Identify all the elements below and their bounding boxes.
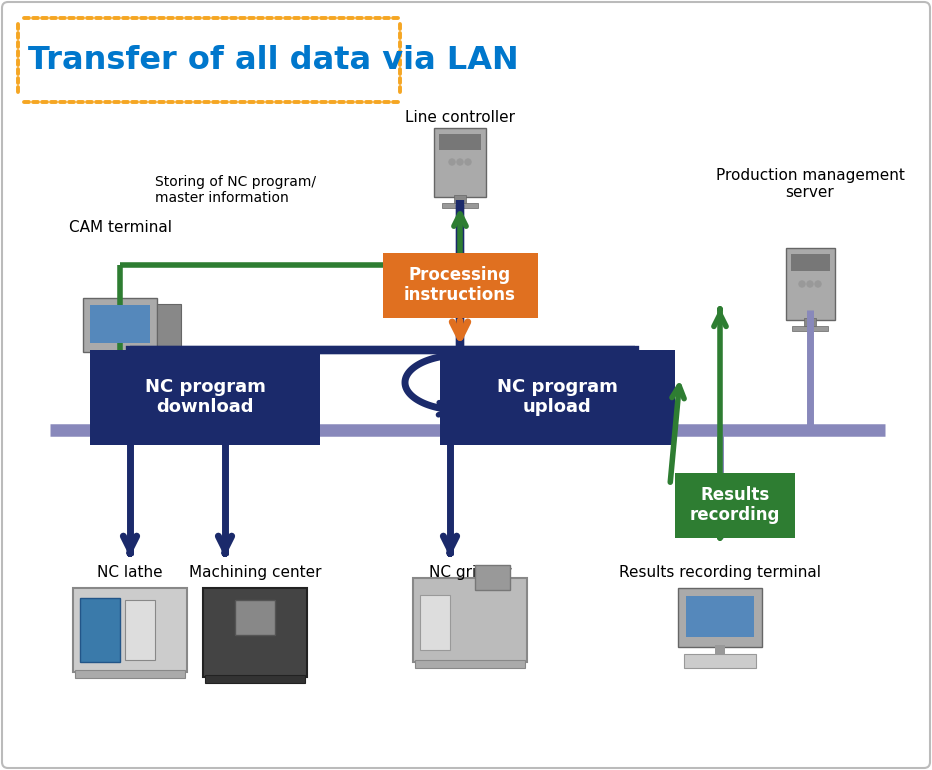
Circle shape xyxy=(807,281,813,287)
FancyBboxPatch shape xyxy=(116,350,124,360)
FancyBboxPatch shape xyxy=(715,645,725,655)
FancyBboxPatch shape xyxy=(684,654,756,668)
FancyBboxPatch shape xyxy=(434,128,486,197)
Text: CAM terminal: CAM terminal xyxy=(68,220,171,235)
FancyBboxPatch shape xyxy=(90,305,150,343)
FancyBboxPatch shape xyxy=(420,595,450,650)
FancyBboxPatch shape xyxy=(792,326,828,331)
Text: Results recording terminal: Results recording terminal xyxy=(619,565,821,580)
Text: NC lathe: NC lathe xyxy=(97,565,163,580)
FancyBboxPatch shape xyxy=(791,254,830,271)
FancyBboxPatch shape xyxy=(383,253,538,318)
FancyBboxPatch shape xyxy=(786,248,835,320)
FancyBboxPatch shape xyxy=(73,588,187,672)
FancyBboxPatch shape xyxy=(440,350,675,445)
FancyBboxPatch shape xyxy=(804,318,816,326)
FancyBboxPatch shape xyxy=(205,675,305,683)
Circle shape xyxy=(465,159,471,165)
FancyBboxPatch shape xyxy=(75,670,185,678)
FancyBboxPatch shape xyxy=(83,298,157,352)
Text: Production management
server: Production management server xyxy=(716,168,904,200)
FancyBboxPatch shape xyxy=(678,588,762,647)
FancyBboxPatch shape xyxy=(454,195,466,203)
Text: Processing
instructions: Processing instructions xyxy=(404,266,516,304)
Text: Machining center: Machining center xyxy=(189,565,322,580)
Text: Storing of NC program/
master information: Storing of NC program/ master informatio… xyxy=(155,175,316,205)
FancyBboxPatch shape xyxy=(439,134,481,150)
FancyBboxPatch shape xyxy=(413,578,527,662)
Circle shape xyxy=(799,281,805,287)
Text: NC program
upload: NC program upload xyxy=(497,377,617,417)
FancyBboxPatch shape xyxy=(90,350,320,445)
Text: NC grinder: NC grinder xyxy=(429,565,512,580)
Text: Results
recording: Results recording xyxy=(690,486,780,524)
FancyBboxPatch shape xyxy=(686,596,754,637)
FancyBboxPatch shape xyxy=(475,565,510,590)
FancyBboxPatch shape xyxy=(125,600,155,660)
FancyBboxPatch shape xyxy=(203,588,307,677)
Circle shape xyxy=(815,281,821,287)
Circle shape xyxy=(449,159,455,165)
Text: Line controller: Line controller xyxy=(405,110,515,125)
FancyBboxPatch shape xyxy=(80,598,120,662)
FancyBboxPatch shape xyxy=(100,360,140,365)
Text: NC program
download: NC program download xyxy=(144,377,266,417)
Circle shape xyxy=(457,159,463,165)
FancyBboxPatch shape xyxy=(415,660,525,668)
FancyBboxPatch shape xyxy=(235,600,275,635)
Text: Transfer of all data via LAN: Transfer of all data via LAN xyxy=(28,45,519,75)
FancyBboxPatch shape xyxy=(157,304,181,361)
FancyBboxPatch shape xyxy=(442,203,478,208)
FancyBboxPatch shape xyxy=(675,473,795,538)
